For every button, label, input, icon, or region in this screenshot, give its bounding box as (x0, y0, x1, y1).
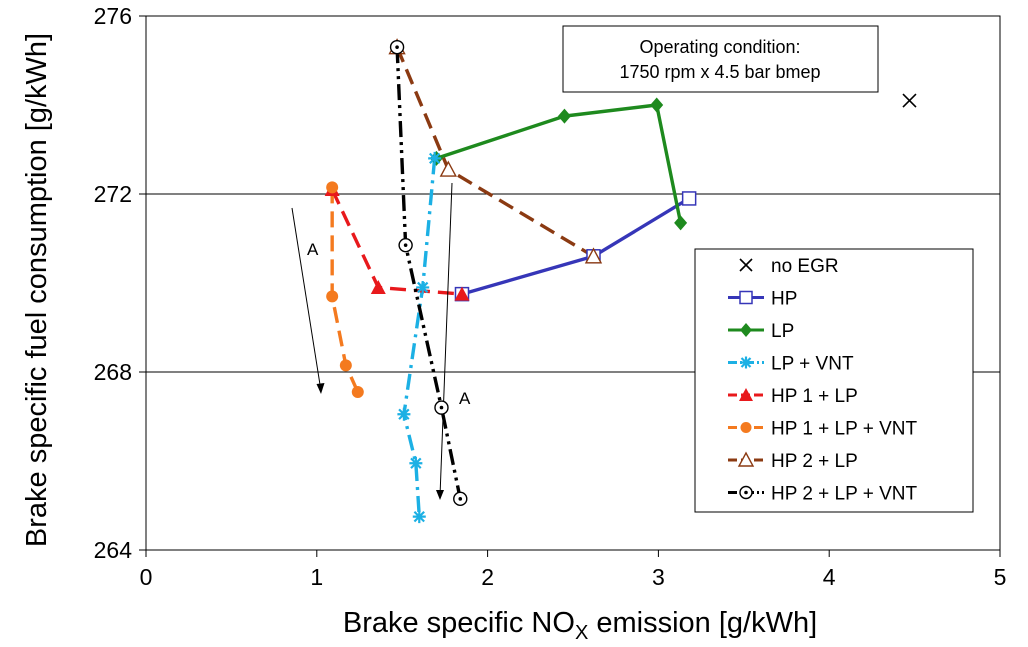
legend-marker-hp-2-lp-vnt-center (744, 490, 748, 495)
point-hp-1-lp-vnt-3 (351, 386, 364, 399)
point-hp-2-lp-vnt-2-center (439, 405, 444, 410)
annotation-line-1: Operating condition: (639, 37, 800, 57)
y-tick-label-272: 272 (94, 181, 132, 207)
legend-marker-hp (739, 290, 753, 305)
legend-marker-hp-1-lp-vnt (740, 422, 752, 433)
point-hp-2-lp-vnt-0-center (395, 45, 399, 49)
legend-marker-hp-1-lp (739, 388, 753, 401)
point-lp-vnt-0 (428, 151, 442, 165)
legend-marker-hp-2-lp (737, 451, 755, 467)
series-line-hp-1-lp (330, 188, 463, 296)
x-tick-label-1: 1 (310, 564, 323, 590)
point-hp-1-lp-2 (454, 286, 470, 301)
legend-label-hp-2-lp: HP 2 + LP (771, 451, 858, 472)
right-arrow-head (436, 490, 444, 500)
plot-frame (145, 15, 1001, 551)
legend-marker-no-egr (739, 258, 753, 272)
legend-label-lp: LP (771, 321, 794, 342)
legend-label-no-egr: no EGR (771, 256, 839, 277)
x-tick-label-4: 4 (823, 564, 836, 590)
x-tick-label-5: 5 (994, 564, 1007, 590)
legend: no EGR HP LP LP + VNT HP 1 + LP HP 1 + LP + V… (694, 248, 974, 513)
point-lp-3 (674, 215, 688, 231)
series-line-hp (461, 196, 691, 296)
x-tick-label-3: 3 (652, 564, 665, 590)
y-tick-label-268: 268 (94, 359, 132, 385)
point-lp-2 (650, 97, 664, 113)
x-tick-label-2: 2 (481, 564, 494, 590)
x-tick-label-0: 0 (140, 564, 153, 590)
legend-label-lp-vnt: LP + VNT (771, 354, 854, 375)
y-tick-label-276: 276 (94, 3, 132, 29)
x-axis-label-rest: emission [g/kWh] (588, 607, 817, 639)
point-lp-1 (557, 108, 571, 124)
x-axis-label-sub: X (575, 622, 588, 644)
legend-label-hp: HP (771, 289, 797, 310)
y-axis-label: Brake specific fuel consumption [g/kWh] (21, 33, 53, 547)
point-lp-vnt-4 (412, 510, 426, 524)
left-arrow-head (316, 383, 325, 394)
point-hp-2 (681, 191, 697, 206)
point-hp-2-lp-vnt-3-center (458, 497, 463, 501)
point-lp-vnt-1 (416, 280, 430, 294)
series-line-hp-2-lp-vnt (395, 47, 462, 500)
series-line-hp-1-lp-vnt (330, 187, 360, 393)
arrow-label-left: A (307, 240, 319, 259)
point-hp-2-lp-vnt-1-center (403, 243, 408, 247)
point-hp-1-lp-vnt-1 (326, 290, 339, 303)
point-hp-1-lp-1 (370, 279, 386, 294)
series-markers (324, 38, 917, 524)
point-hp-2-lp-2 (584, 247, 603, 264)
arrow-label-right: A (459, 389, 471, 408)
x-axis-label: Brake specific NOX emission [g/kWh] (343, 607, 817, 644)
series-lines (330, 46, 691, 517)
legend-marker-lp-vnt (740, 356, 752, 369)
x-axis-label-main: Brake specific NO (343, 607, 575, 639)
point-hp-1-lp-vnt-2 (339, 359, 352, 372)
left-arrow-line (291, 207, 322, 392)
point-hp-2-lp-1 (439, 160, 457, 177)
right-arrow-line (439, 182, 453, 497)
point-no-egr-0 (902, 93, 917, 108)
axis-ticks: 0 1 2 3 4 5 264 268 272 276 (94, 3, 1007, 590)
annotation-line-2: 1750 rpm x 4.5 bar bmep (619, 62, 820, 82)
point-hp-1-lp-vnt-0 (326, 181, 339, 194)
series-line-lp (435, 103, 683, 224)
point-lp-vnt-2 (397, 407, 411, 421)
operating-condition-box: Operating condition: 1750 rpm x 4.5 bar … (562, 25, 879, 93)
trend-arrows: A A (291, 182, 471, 500)
legend-label-hp-1-lp: HP 1 + LP (771, 386, 858, 407)
legend-marker-lp (740, 323, 752, 337)
point-lp-vnt-3 (409, 456, 423, 470)
legend-label-hp-2-lp-vnt: HP 2 + LP + VNT (771, 484, 917, 505)
legend-label-hp-1-lp-vnt: HP 1 + LP + VNT (771, 419, 917, 440)
y-tick-label-264: 264 (94, 537, 133, 563)
